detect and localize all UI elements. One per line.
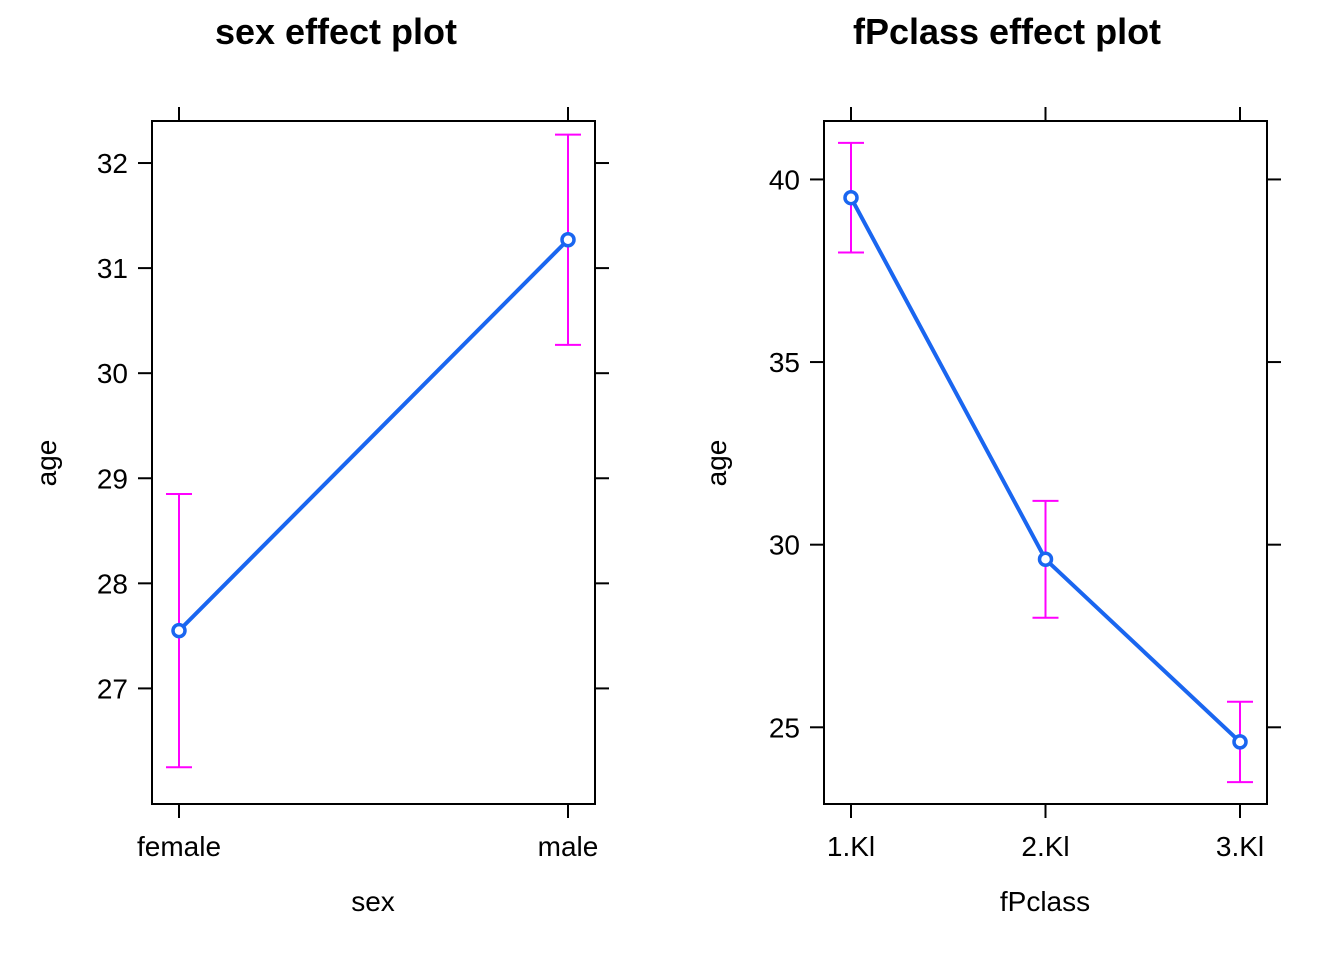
x-axis-label: fPclass [1000,886,1090,917]
plot-frame [823,120,1268,805]
y-tick-label: 40 [769,164,800,195]
y-tick-label: 30 [97,358,128,389]
data-point [560,231,576,248]
x-tick-label: 3.Kl [1216,831,1264,862]
y-axis-label: age [31,440,62,487]
x-axis-label: sex [351,886,395,917]
fpclass-effect-panel: fPclass effect plot 1.Kl 2.Kl 3.Kl 25 30 35 40… [701,11,1281,917]
series-line [177,238,570,633]
y-tick-label: 32 [97,148,128,179]
axis-ticks [810,107,1281,818]
series-line [849,196,1242,744]
tick-labels: female male 27 28 29 30 31 32 [97,148,599,862]
y-tick-label: 29 [97,463,128,494]
tick-labels: 1.Kl 2.Kl 3.Kl 25 30 35 40 [769,164,1264,862]
y-tick-label: 31 [97,253,128,284]
y-tick-label: 27 [97,673,128,704]
y-tick-label: 25 [769,712,800,743]
data-point [1037,551,1054,568]
sex-effect-panel: sex effect plot female male 27 28 29 30 31 32 s… [31,11,609,917]
y-tick-label: 28 [97,568,128,599]
data-point [1232,734,1248,750]
x-tick-label: male [538,831,599,862]
chart-title: fPclass effect plot [853,11,1161,52]
y-tick-label: 35 [769,347,800,378]
data-marks [166,133,581,769]
y-tick-label: 30 [769,530,800,561]
plot-frame [151,120,596,805]
data-marks [838,141,1253,784]
x-tick-label: 2.Kl [1021,831,1069,862]
chart-title: sex effect plot [215,11,457,52]
data-point [843,189,859,206]
axis-ticks [138,107,609,818]
data-point [171,622,187,639]
y-axis-label: age [701,440,732,487]
x-tick-label: female [137,831,221,862]
x-tick-label: 1.Kl [827,831,875,862]
